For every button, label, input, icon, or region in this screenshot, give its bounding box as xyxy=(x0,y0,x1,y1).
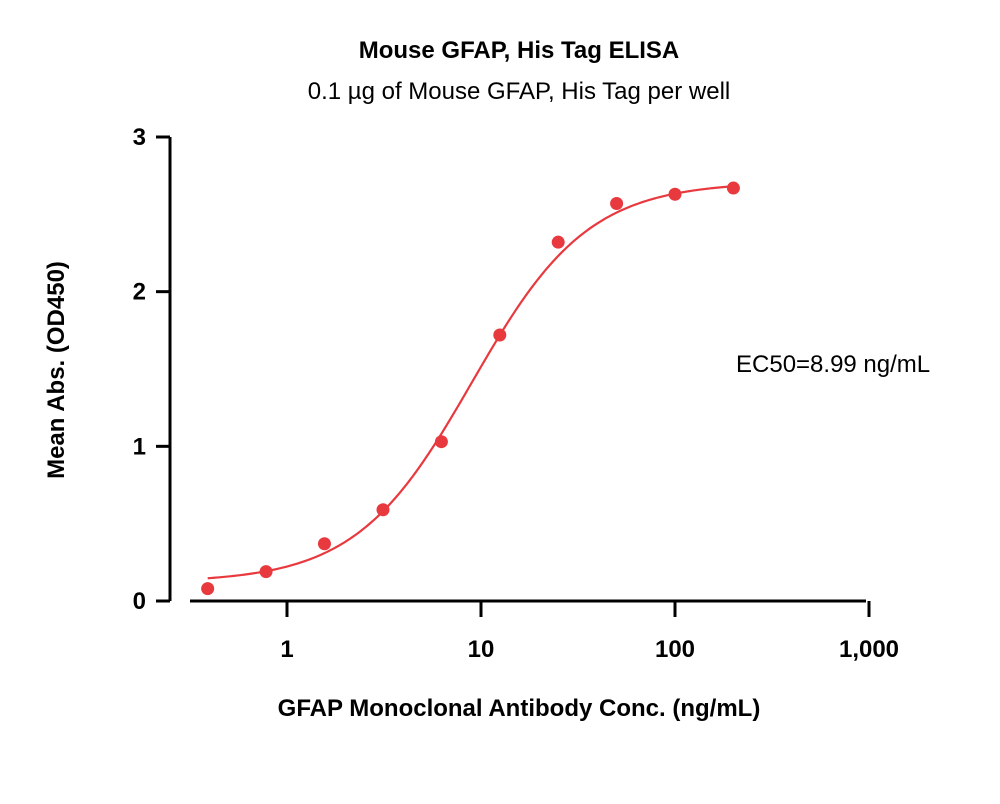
chart-subtitle: 0.1 µg of Mouse GFAP, His Tag per well xyxy=(308,78,730,105)
data-point-8 xyxy=(668,187,682,201)
data-point-5 xyxy=(493,328,507,342)
y-tick-label-0: 0 xyxy=(133,588,146,615)
chart-title: Mouse GFAP, His Tag ELISA xyxy=(359,37,680,64)
data-point-2 xyxy=(317,537,331,551)
data-point-3 xyxy=(376,503,390,517)
y-axis: 0 1 2 3 xyxy=(133,124,172,615)
x-tick-label-1: 1 xyxy=(280,636,293,663)
x-tick-label-100: 100 xyxy=(655,636,695,663)
data-point-0 xyxy=(201,582,215,596)
y-tick-label-3: 3 xyxy=(133,124,146,151)
y-axis-label: Mean Abs. (OD450) xyxy=(43,261,70,479)
fit-curve xyxy=(207,185,734,580)
y-tick-label-2: 2 xyxy=(133,279,146,306)
x-tick-label-1000: 1,000 xyxy=(839,636,899,663)
data-point-4 xyxy=(434,435,448,449)
x-axis: 1 10 100 1,000 xyxy=(190,599,899,663)
x-tick-label-10: 10 xyxy=(468,636,495,663)
data-point-1 xyxy=(259,565,273,579)
x-axis-label: GFAP Monoclonal Antibody Conc. (ng/mL) xyxy=(278,695,761,722)
data-point-9 xyxy=(726,181,740,195)
data-points-group xyxy=(201,181,740,596)
ec50-annotation: EC50=8.99 ng/mL xyxy=(736,351,930,378)
data-point-6 xyxy=(551,235,565,249)
data-point-7 xyxy=(610,197,624,211)
fit-curve-group xyxy=(207,185,734,580)
y-tick-label-1: 1 xyxy=(133,433,146,460)
